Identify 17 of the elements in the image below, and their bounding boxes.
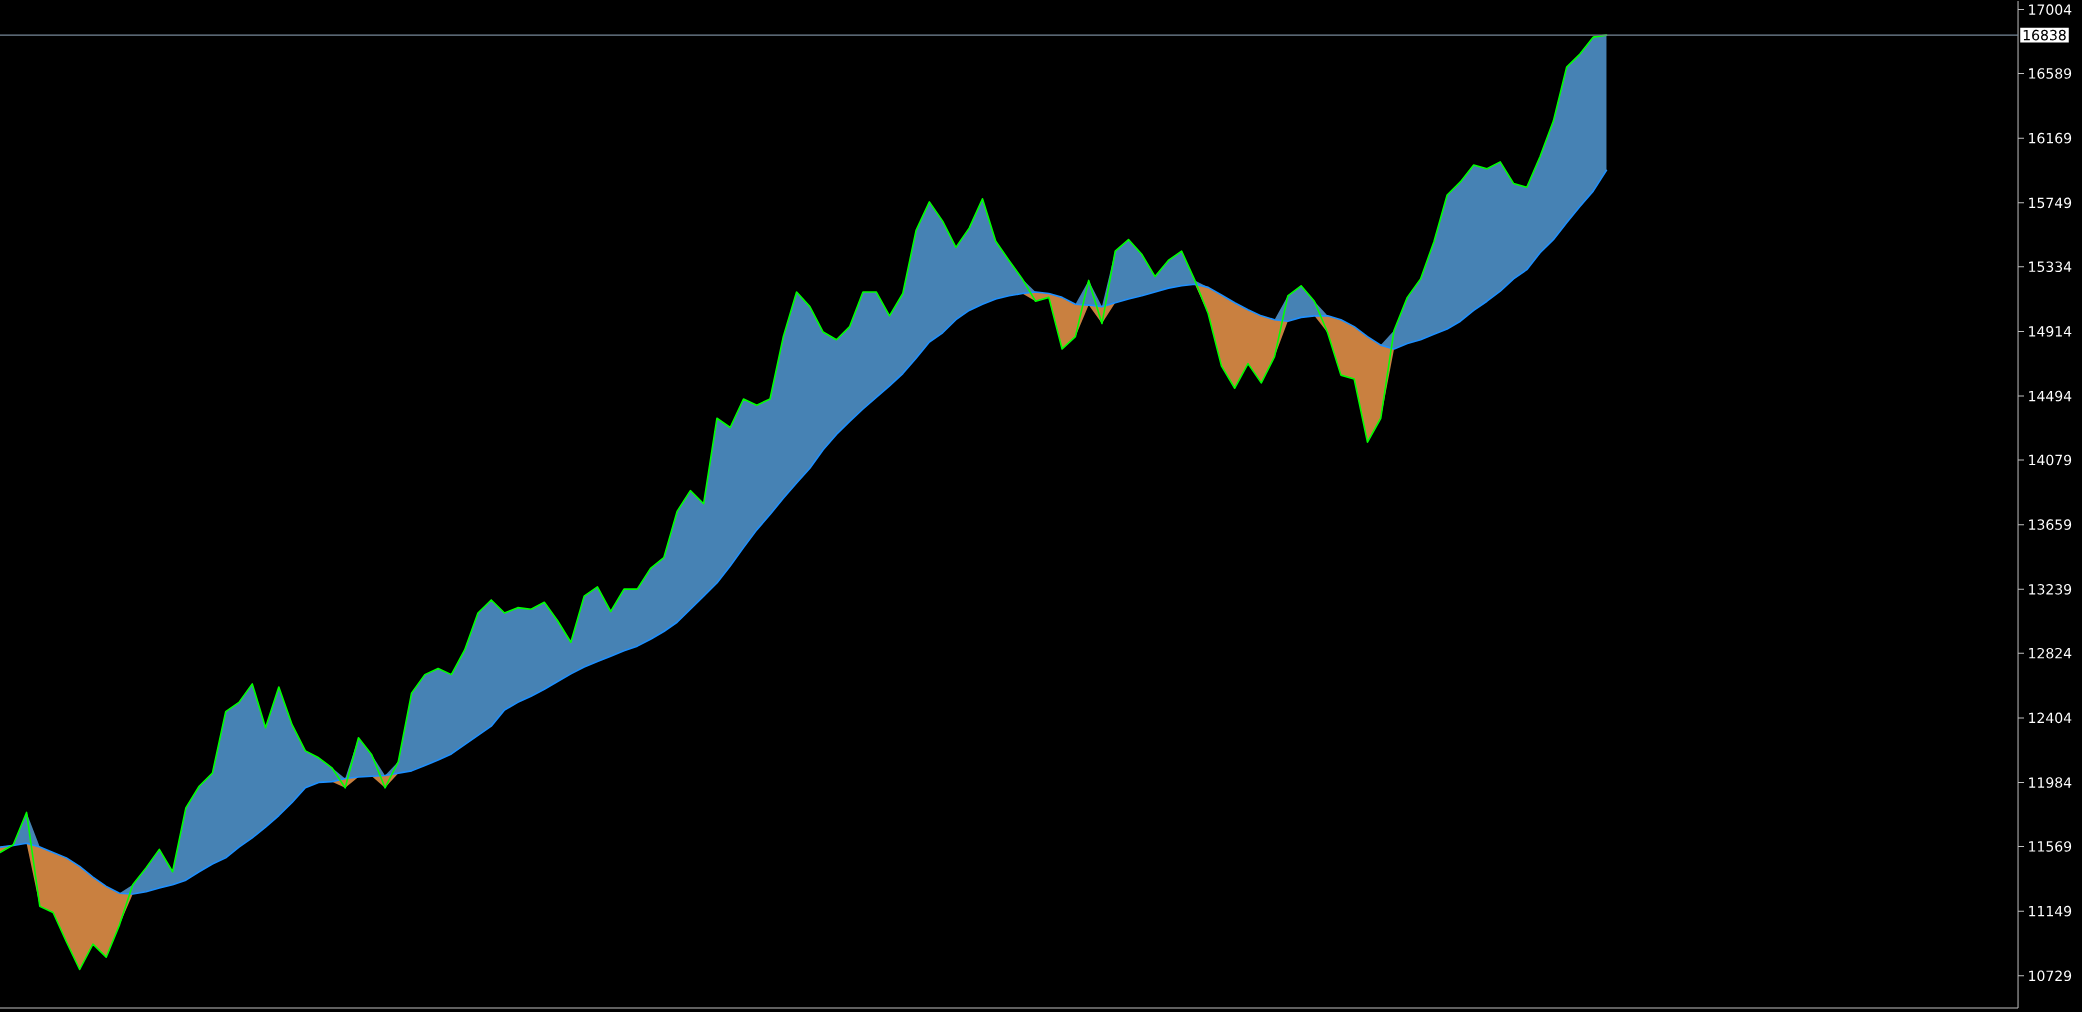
y-tick-label: 11984 — [2029, 777, 2072, 788]
y-tick-label: 14079 — [2029, 454, 2072, 466]
y-tick-label: 11149 — [2029, 905, 2072, 917]
y-tick-label: 14914 — [2029, 326, 2072, 337]
y-tick-label: 17004 — [2029, 4, 2072, 15]
y-tick-label: 16589 — [2029, 68, 2072, 79]
y-tick-label: 15334 — [2029, 261, 2072, 273]
y-tick-label: 12824 — [2029, 647, 2072, 659]
y-tick-label: 11569 — [2029, 841, 2072, 852]
ref-line-label: 16838 — [2023, 29, 2066, 41]
y-tick-label: 13239 — [2029, 584, 2072, 595]
y-tick-label: 10729 — [2029, 970, 2072, 982]
y-tick-label: 13659 — [2029, 519, 2072, 530]
y-tick-label: 12404 — [2029, 712, 2072, 724]
y-tick-label: 14494 — [2029, 390, 2072, 402]
y-tick-label: 16169 — [2029, 132, 2072, 144]
y-tick-label: 15749 — [2029, 197, 2072, 209]
